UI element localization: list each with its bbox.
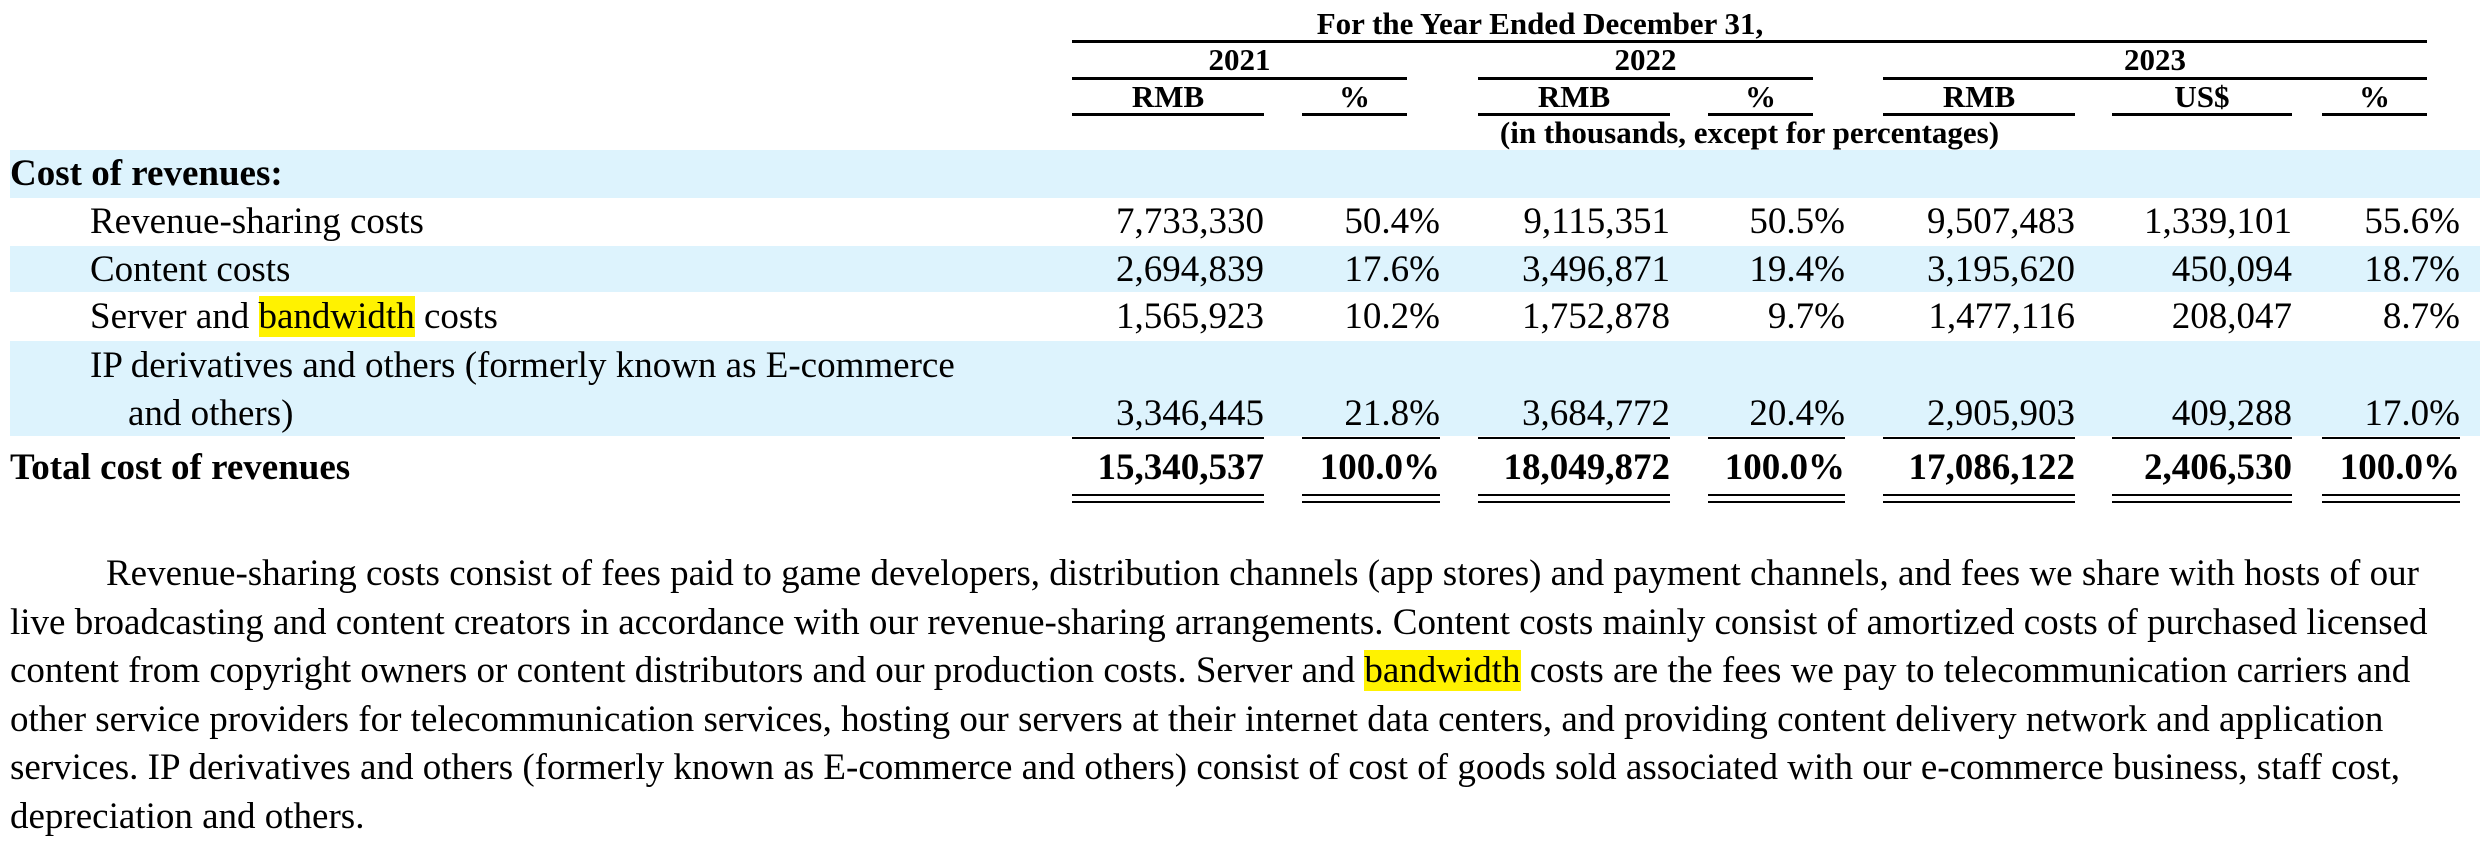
- label-text: Server and: [90, 296, 259, 337]
- unit-underline-2: [1302, 113, 1407, 116]
- row-label-ip-derivatives-line1: IP derivatives and others (formerly know…: [90, 345, 955, 386]
- value-cell: 450,094: [2171, 249, 2292, 290]
- paragraph-text: costs are the fees we pay to telecommuni…: [10, 650, 2411, 837]
- subtotal-rule: [1708, 437, 1845, 439]
- unit-underline-1: [1072, 113, 1264, 116]
- value-cell: 3,684,772: [1522, 393, 1670, 434]
- col-unit-rmb-2023: RMB: [1942, 79, 2016, 114]
- total-value: 18,049,872: [1503, 447, 1671, 488]
- value-cell: 3,195,620: [1927, 249, 2075, 290]
- row-label-ip-derivatives-line2: and others): [128, 393, 294, 434]
- period-underline: [1072, 40, 2427, 43]
- value-cell: 1,565,923: [1116, 296, 1264, 337]
- total-double-rule: [2112, 494, 2292, 503]
- value-cell: 9,115,351: [1523, 201, 1670, 242]
- total-value: 100.0%: [1319, 447, 1440, 488]
- value-cell: 3,346,445: [1116, 393, 1264, 434]
- total-label: Total cost of revenues: [10, 447, 351, 488]
- subtotal-rule: [2112, 437, 2292, 439]
- total-value: 100.0%: [2339, 447, 2460, 488]
- year-2021: 2021: [1208, 42, 1271, 77]
- value-cell: 2,694,839: [1116, 249, 1264, 290]
- value-cell: 8.7%: [2382, 296, 2460, 337]
- col-unit-pct-2023: %: [2359, 79, 2390, 114]
- value-cell: 3,496,871: [1522, 249, 1670, 290]
- highlighted-term: bandwidth: [1364, 650, 1521, 692]
- row-label-content-costs: Content costs: [90, 249, 291, 290]
- value-cell: 20.4%: [1749, 393, 1845, 434]
- total-double-rule: [1302, 494, 1440, 503]
- total-value: 15,340,537: [1097, 447, 1265, 488]
- period-title: For the Year Ended December 31,: [1316, 6, 1764, 41]
- value-cell: 7,733,330: [1116, 201, 1264, 242]
- value-cell: 55.6%: [2364, 201, 2460, 242]
- total-double-rule: [2322, 494, 2460, 503]
- unit-underline-3: [1478, 113, 1670, 116]
- value-cell: 50.5%: [1749, 201, 1845, 242]
- unit-underline-5: [1883, 113, 2075, 116]
- value-cell: 2,905,903: [1927, 393, 2075, 434]
- band-content-costs: [10, 246, 2480, 292]
- total-double-rule: [1478, 494, 1670, 503]
- value-cell: 50.4%: [1344, 201, 1440, 242]
- highlighted-term: bandwidth: [258, 296, 415, 337]
- value-cell: 19.4%: [1749, 249, 1845, 290]
- band-ip-derivatives: [10, 341, 2480, 436]
- explanatory-paragraph: Revenue-sharing costs consist of fees pa…: [10, 550, 2480, 842]
- section-title: Cost of revenues:: [10, 153, 283, 194]
- value-cell: 21.8%: [1344, 393, 1440, 434]
- units-note: (in thousands, except for percentages): [1499, 115, 2000, 150]
- subtotal-rule: [1072, 437, 1264, 439]
- col-unit-usd-2023: US$: [2174, 79, 2230, 114]
- total-double-rule: [1883, 494, 2075, 503]
- subtotal-rule: [1478, 437, 1670, 439]
- total-value: 2,406,530: [2144, 447, 2292, 488]
- value-cell: 208,047: [2171, 296, 2292, 337]
- value-cell: 10.2%: [1344, 296, 1440, 337]
- value-cell: 18.7%: [2364, 249, 2460, 290]
- label-text: costs: [414, 296, 498, 337]
- value-cell: 1,477,116: [1928, 296, 2075, 337]
- band-section-title: [10, 150, 2480, 198]
- total-value: 17,086,122: [1908, 447, 2076, 488]
- year-2022: 2022: [1614, 42, 1677, 77]
- year-2023: 2023: [2124, 42, 2186, 77]
- total-double-rule: [1708, 494, 1845, 503]
- col-unit-rmb-2021: RMB: [1131, 79, 1205, 114]
- unit-underline-6: [2112, 113, 2292, 116]
- col-unit-rmb-2022: RMB: [1537, 79, 1611, 114]
- subtotal-rule: [1883, 437, 2075, 439]
- total-value: 100.0%: [1724, 447, 1845, 488]
- subtotal-rule: [1302, 437, 1440, 439]
- col-unit-pct-2021: %: [1339, 79, 1370, 114]
- row-label-revenue-sharing: Revenue-sharing costs: [90, 201, 424, 242]
- col-unit-pct-2022: %: [1745, 79, 1776, 114]
- value-cell: 409,288: [2171, 393, 2292, 434]
- unit-underline-4: [1708, 113, 1813, 116]
- value-cell: 9,507,483: [1927, 201, 2075, 242]
- value-cell: 17.0%: [2364, 393, 2460, 434]
- total-double-rule: [1072, 494, 1264, 503]
- value-cell: 17.6%: [1344, 249, 1440, 290]
- row-label-server-bandwidth: Server and bandwidth costs: [90, 295, 498, 339]
- year-underline-2022: [1478, 77, 1813, 80]
- subtotal-rule: [2322, 437, 2460, 439]
- value-cell: 9.7%: [1767, 296, 1845, 337]
- unit-underline-7: [2322, 113, 2427, 116]
- value-cell: 1,339,101: [2144, 201, 2292, 242]
- year-underline-2023: [1883, 77, 2427, 80]
- year-underline-2021: [1072, 77, 1407, 80]
- value-cell: 1,752,878: [1522, 296, 1670, 337]
- paragraph-text: Revenue-sharing costs consist of fees pa…: [10, 553, 2428, 692]
